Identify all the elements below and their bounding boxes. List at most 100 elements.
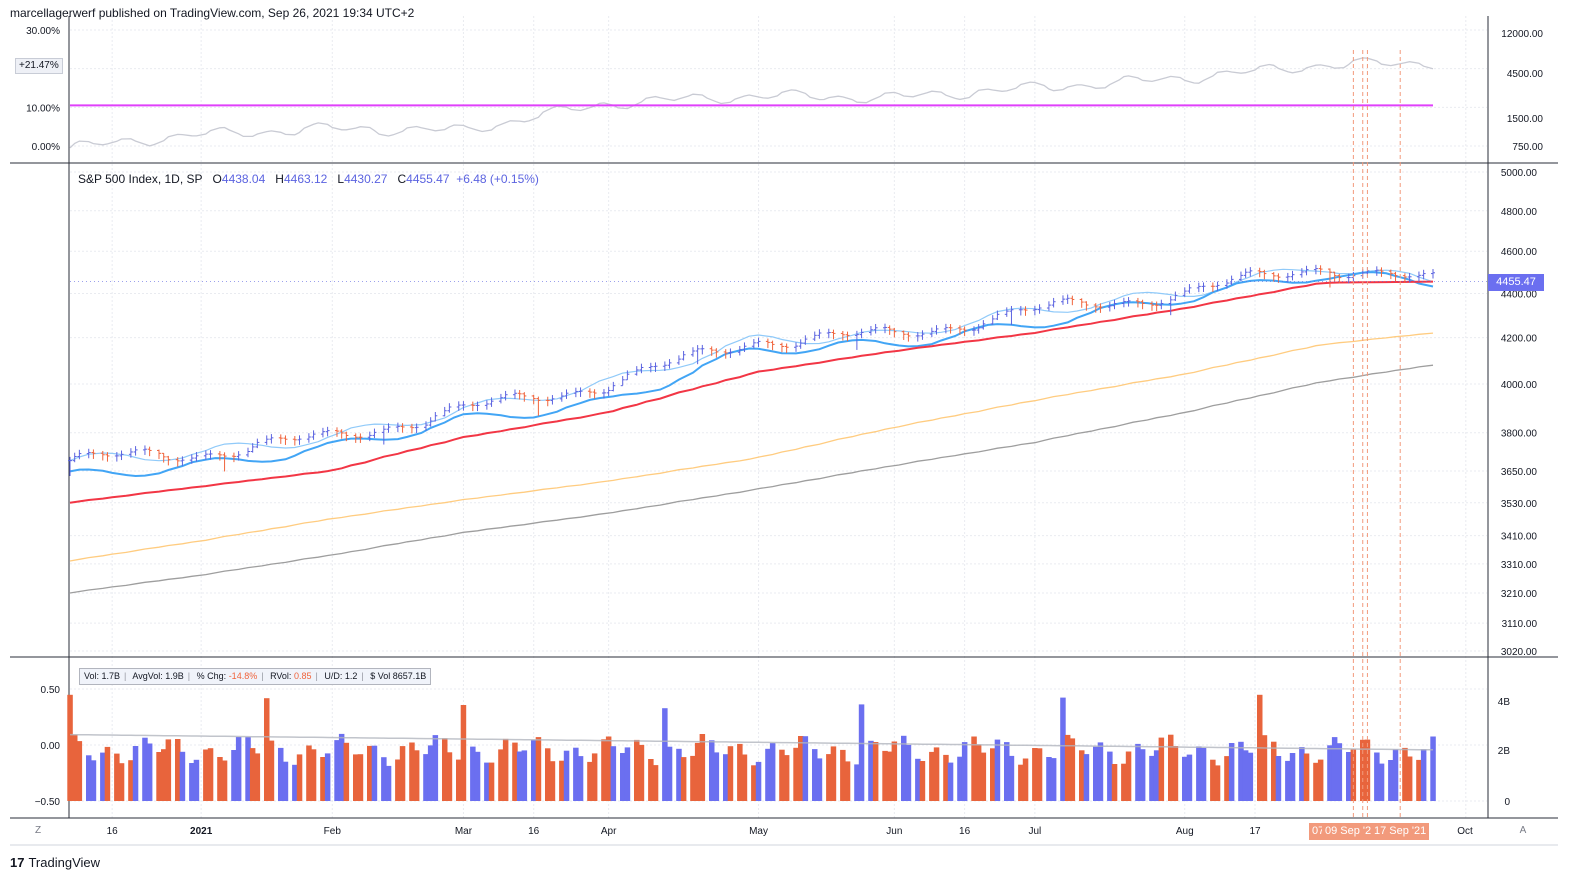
volume-bar xyxy=(610,746,617,801)
volume-bar xyxy=(816,758,823,801)
volume-bar xyxy=(891,741,898,801)
axis-labels: 5000.00 4800.00 4600.00 4400.00 4200.00 4000.… xyxy=(26,26,1543,837)
volume-bar xyxy=(278,747,284,801)
volume-bar xyxy=(1064,734,1071,801)
symbol-title[interactable]: S&P 500 Index, 1D, SP xyxy=(78,172,203,186)
time-tick-label: Aug xyxy=(1176,826,1194,837)
volume-bar xyxy=(1378,763,1385,801)
low-label: L xyxy=(337,172,345,186)
publisher-header: marcellagerwerf published on TradingView… xyxy=(10,6,415,20)
volume-bar xyxy=(741,754,748,801)
volume-bar xyxy=(694,742,701,801)
date-tag-sep-09: 09 Sep '21 xyxy=(1322,823,1381,840)
volume-left-tick-label: −0.50 xyxy=(35,797,61,808)
volume-bar xyxy=(798,736,804,801)
volume-bar xyxy=(1224,756,1230,801)
volume-bar xyxy=(531,740,537,801)
volume-bar xyxy=(1149,755,1155,801)
auto-scale-button[interactable]: A xyxy=(1519,825,1527,836)
volume-bar xyxy=(1111,764,1118,801)
volume-bar xyxy=(310,749,317,801)
volume-bar xyxy=(90,760,97,801)
volume-bar xyxy=(1214,765,1221,801)
volume-bar xyxy=(1158,737,1165,801)
volume-bar xyxy=(1036,748,1043,801)
volume-bar xyxy=(1022,758,1029,801)
tradingview-brand[interactable]: 17 TradingView xyxy=(10,855,100,870)
volume-bar xyxy=(601,739,607,801)
volume-bar xyxy=(132,746,139,801)
volume-bar xyxy=(1289,753,1296,801)
volume-bar xyxy=(268,740,275,801)
volume-bar xyxy=(498,749,504,801)
avgvol-label: AvgVol: xyxy=(132,671,163,681)
volume-bar xyxy=(1153,750,1160,801)
avgvol-value: 1.9B xyxy=(165,671,184,681)
volume-bar xyxy=(1406,756,1413,801)
volume-bar xyxy=(320,757,326,801)
price-tick-label: 4400.00 xyxy=(1501,289,1538,300)
rs-line xyxy=(69,57,1434,149)
volume-bar xyxy=(264,698,270,801)
volume-bar xyxy=(1346,752,1352,801)
volume-bar xyxy=(470,746,476,801)
volume-bar xyxy=(666,746,673,801)
volume-bar xyxy=(76,741,83,801)
volume-bar xyxy=(783,755,790,801)
volume-bar xyxy=(1350,749,1357,801)
volume-bar xyxy=(868,740,874,801)
volume-bar xyxy=(367,745,373,801)
volume-bar xyxy=(1299,747,1305,801)
last-price-badge: 4455.47 xyxy=(1488,274,1544,291)
volume-bar xyxy=(1374,752,1380,801)
volume-bar xyxy=(793,747,799,801)
volume-bar xyxy=(624,747,631,801)
rs-right-tick-label: 1500.00 xyxy=(1507,114,1544,125)
price-tick-label: 4000.00 xyxy=(1501,380,1538,391)
volume-bar xyxy=(1228,743,1235,801)
rs-value-badge: +21.47% xyxy=(15,58,63,74)
tradingview-logo-icon: 17 xyxy=(10,855,25,870)
price-tick-label: 3020.00 xyxy=(1501,647,1538,658)
date-markers xyxy=(1352,50,1401,818)
ud-label: U/D: xyxy=(324,671,343,681)
volume-bar xyxy=(573,747,579,801)
volume-bar xyxy=(1093,746,1099,801)
open-value: 4438.04 xyxy=(221,172,266,186)
time-tick-label: Apr xyxy=(601,826,617,837)
volume-bar xyxy=(1317,759,1324,801)
volume-bar xyxy=(1008,755,1015,801)
volume-bar xyxy=(1336,743,1343,801)
volume-bar xyxy=(86,755,92,801)
volume-bar xyxy=(175,739,181,801)
volume-bar xyxy=(1182,756,1188,801)
volume-bar xyxy=(872,742,879,801)
zoom-reset-button[interactable]: Z xyxy=(34,825,42,836)
volume-bar xyxy=(146,743,153,801)
volume-bar xyxy=(886,751,893,801)
volume-bar xyxy=(591,753,598,801)
volume-bar xyxy=(1327,745,1333,801)
rvol-value: 0.85 xyxy=(293,671,312,681)
volume-bar xyxy=(296,754,303,801)
volume-bar xyxy=(1285,760,1291,801)
volume-bar xyxy=(1420,749,1427,801)
volume-bar xyxy=(1416,759,1422,801)
panel-borders xyxy=(10,16,1558,846)
volume-bar xyxy=(605,736,612,801)
volume-bars xyxy=(67,694,1436,801)
volume-bar xyxy=(882,750,888,801)
time-tick-label: 17 xyxy=(1249,826,1261,837)
price-tick-label: 3530.00 xyxy=(1501,499,1538,510)
volume-left-tick-label: 0.50 xyxy=(41,685,61,696)
volume-bar xyxy=(1107,751,1113,801)
volume-bar xyxy=(516,751,523,801)
volume-bar xyxy=(1402,747,1408,801)
volume-bar xyxy=(474,751,481,801)
volume-bar xyxy=(432,735,439,801)
volume-bar xyxy=(980,752,987,801)
volume-bar xyxy=(1210,759,1216,801)
volume-bar xyxy=(203,749,209,801)
volume-bar xyxy=(971,736,977,801)
